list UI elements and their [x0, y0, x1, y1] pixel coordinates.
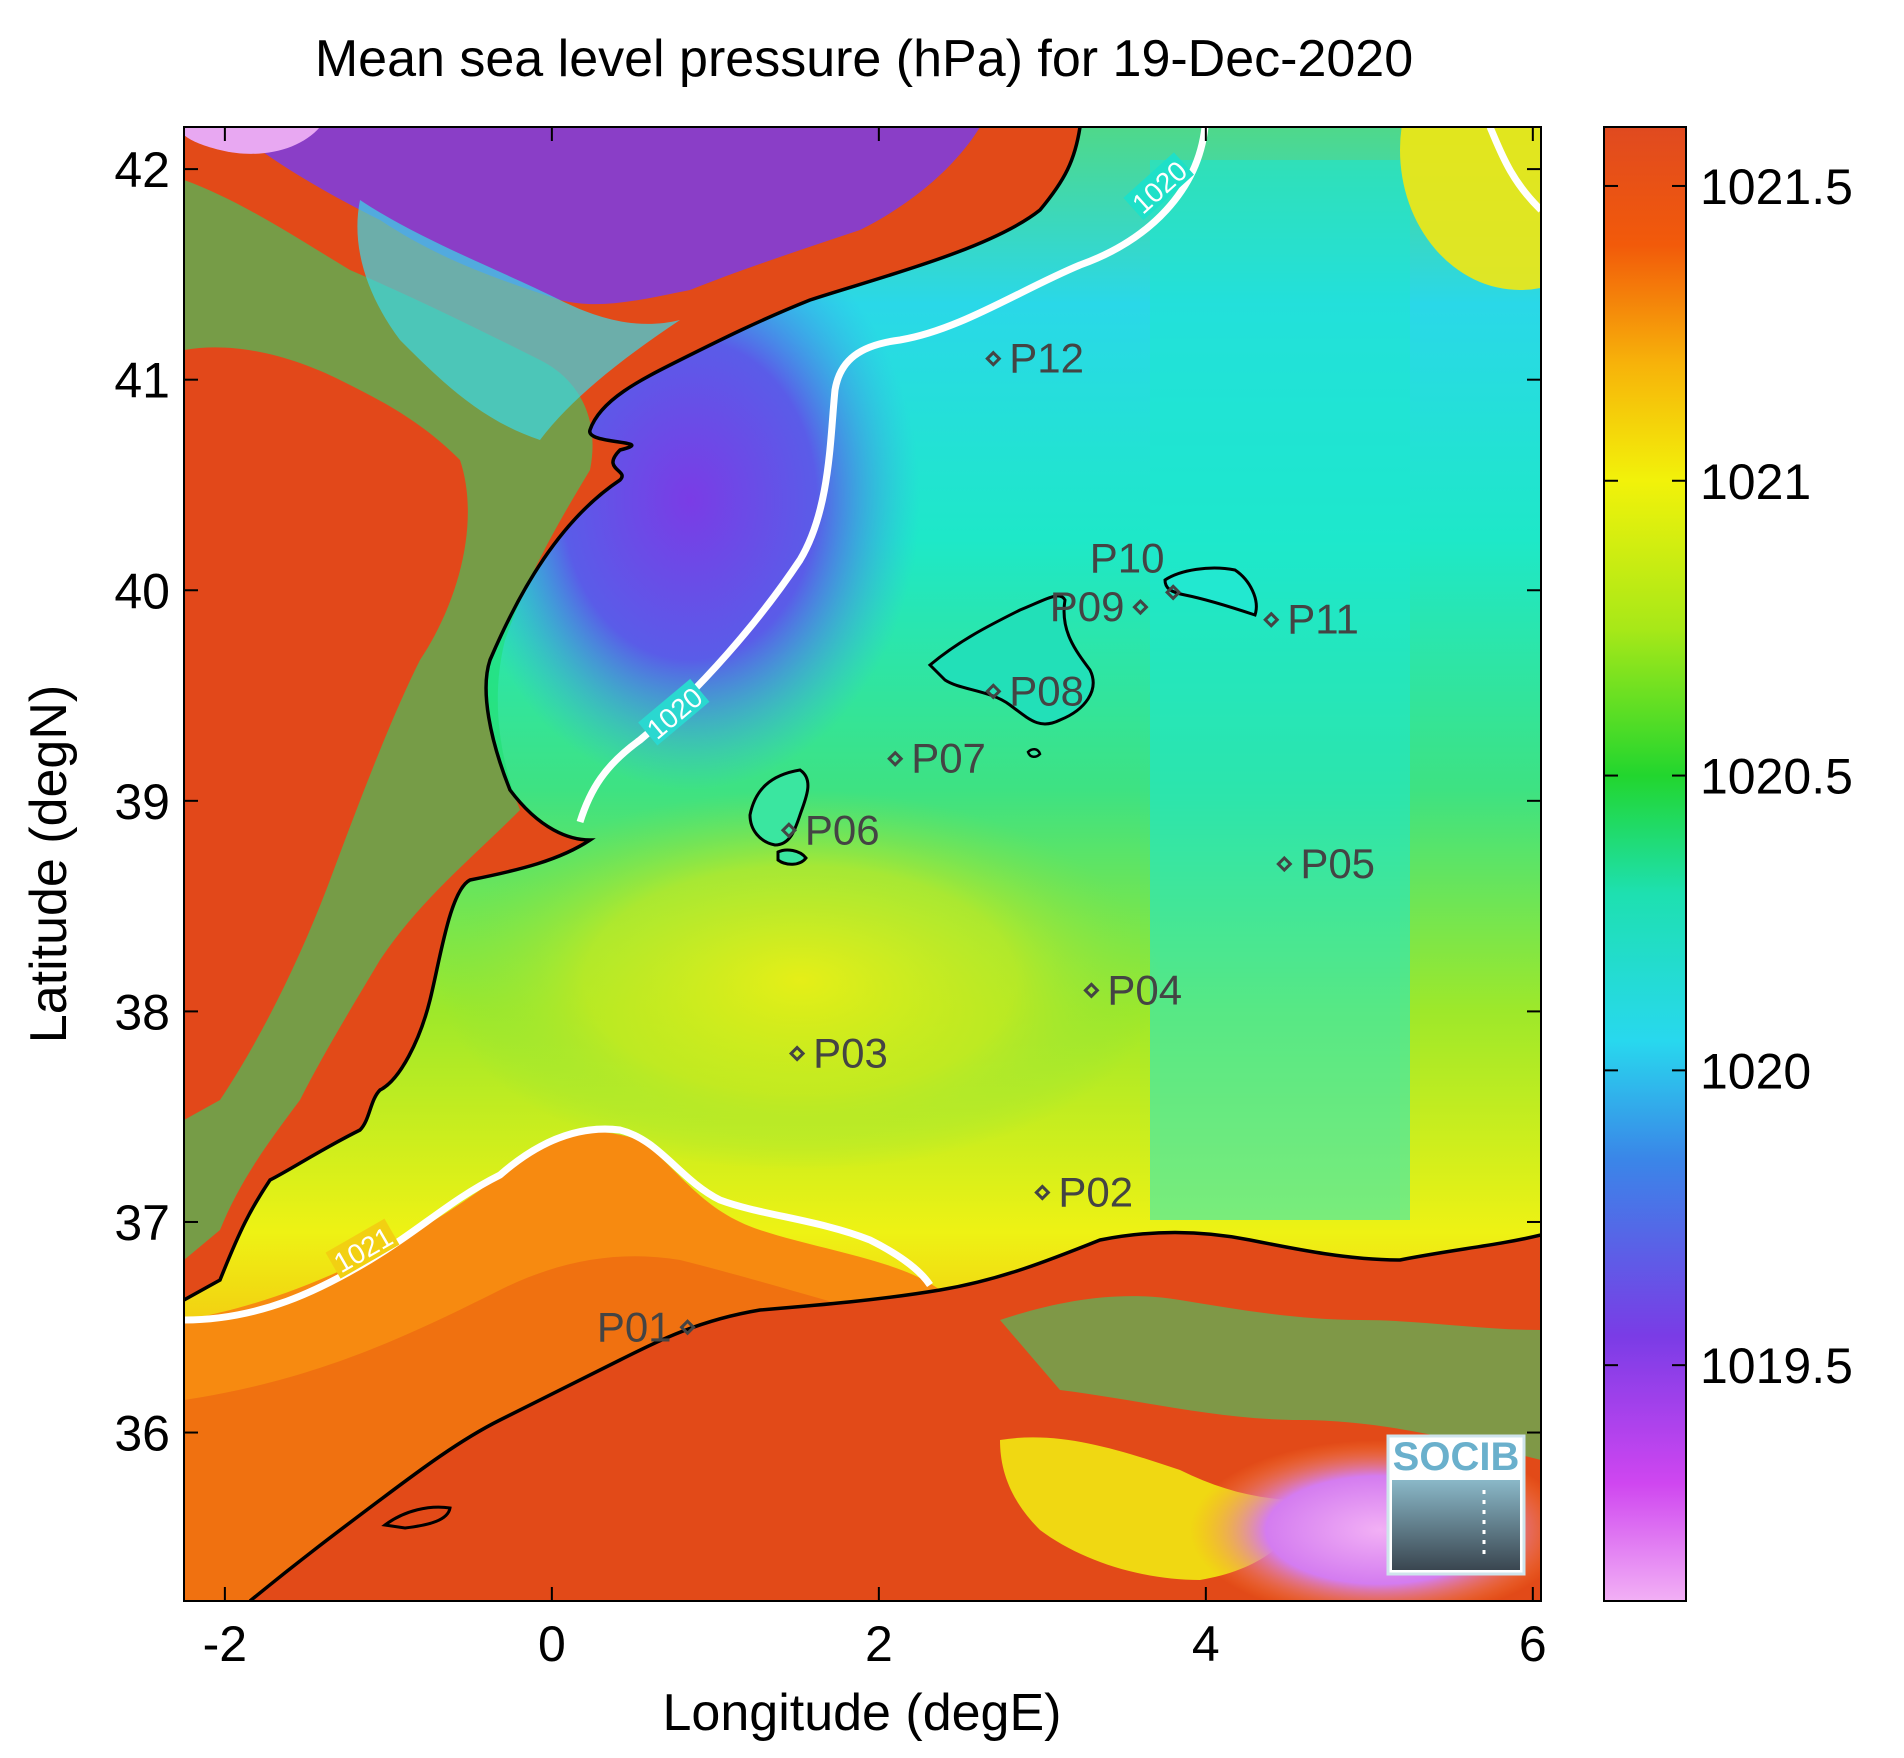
- y-tick-label: 37: [114, 1195, 170, 1251]
- station-label: P05: [1300, 840, 1375, 887]
- station-p04: P04: [1083, 966, 1182, 1013]
- station-p02: P02: [1034, 1168, 1133, 1215]
- colorbar-gradient: [1603, 126, 1687, 1602]
- africa-coastline: [248, 1230, 1541, 1601]
- station-label: P10: [1090, 534, 1165, 581]
- station-p08: P08: [985, 667, 1084, 714]
- station-p12: P12: [985, 335, 1084, 382]
- ibiza-island: [748, 768, 810, 847]
- africa-east-green: [1000, 1296, 1541, 1460]
- iberia-interior-red: [184, 347, 468, 1120]
- socib-logo-text: SOCIB: [1393, 1435, 1520, 1479]
- station-label: P07: [911, 735, 986, 782]
- iberia-northern-cyan: [357, 200, 680, 440]
- chart-title: Mean sea level pressure (hPa) for 19-Dec…: [315, 30, 1413, 88]
- contour-1020-line-ne: [1486, 127, 1541, 213]
- y-axis-label: Latitude (degN): [20, 685, 78, 1043]
- x-axis: -2 0 2 4 6: [203, 127, 1547, 1672]
- station-p05: P05: [1276, 840, 1375, 887]
- iberia-northern-purple: [230, 127, 980, 305]
- station-p01: P01: [597, 1303, 696, 1350]
- colorbar-tick-label: 1020.5: [1700, 749, 1853, 805]
- cabrera-island: [1026, 748, 1042, 758]
- station-marker-icon: [1276, 855, 1293, 873]
- menorca-island: [1163, 566, 1258, 617]
- y-tick-label: 40: [114, 563, 170, 619]
- y-tick-label: 42: [114, 142, 170, 198]
- y-tick-label: 41: [114, 353, 170, 409]
- station-p07: P07: [887, 735, 986, 782]
- station-marker-icon: [780, 822, 798, 839]
- station-label: P04: [1107, 966, 1182, 1013]
- alboran-island: [381, 1505, 452, 1530]
- station-marker-icon: [1083, 982, 1100, 999]
- y-tick-label: 36: [114, 1406, 170, 1462]
- station-marker-icon: [887, 750, 904, 767]
- station-label: P11: [1287, 596, 1359, 643]
- iberia-nw-pink: [184, 127, 320, 154]
- station-marker-icon: [1034, 1184, 1051, 1201]
- x-axis-label: Longitude (degE): [663, 1684, 1062, 1742]
- station-p09: P09: [1050, 583, 1149, 630]
- x-tick-label: 0: [538, 1616, 566, 1672]
- plot-frame: [183, 126, 1542, 1602]
- station-label: P08: [1009, 667, 1084, 714]
- mallorca-island: [927, 594, 1095, 726]
- sea-warm-area: [440, 790, 1160, 1170]
- station-p03: P03: [788, 1030, 888, 1077]
- y-tick-label: 39: [114, 774, 170, 830]
- colorbar-tick-label: 1021.5: [1700, 159, 1853, 215]
- socib-logo: SOCIB: [1386, 1434, 1526, 1576]
- colorbar-tick-label: 1021: [1700, 454, 1811, 510]
- station-label: P06: [805, 806, 880, 853]
- station-marker-icon: [985, 350, 1002, 367]
- iberia-coastline: [184, 127, 1082, 1302]
- station-label: P03: [813, 1030, 888, 1077]
- station-label: P02: [1058, 1168, 1133, 1215]
- x-tick-label: 4: [1192, 1616, 1220, 1672]
- station-label: P12: [1009, 335, 1084, 382]
- station-p06: P06: [780, 806, 880, 853]
- colorbar: 1019.5 1020 1020.5 1021 1021.5: [1603, 126, 1853, 1602]
- station-marker-icon: [1263, 611, 1280, 628]
- station-marker-icon: [985, 683, 1002, 700]
- station-marker-icon: [1132, 598, 1149, 616]
- colorbar-ticks: 1019.5 1020 1020.5 1021 1021.5: [1604, 159, 1853, 1394]
- station-p10: P10: [1090, 534, 1182, 601]
- station-marker-icon: [1165, 584, 1182, 601]
- station-marker-icon: [679, 1319, 696, 1336]
- x-tick-label: 2: [865, 1616, 893, 1672]
- station-label: P01: [597, 1303, 672, 1350]
- y-tick-label: 38: [114, 984, 170, 1040]
- colorbar-tick-label: 1019.5: [1700, 1338, 1853, 1394]
- x-tick-label: 6: [1519, 1616, 1547, 1672]
- map-plot-area: 1020 1020 1021 P01P02P03P04P05P06P07P08P…: [184, 127, 1541, 1601]
- station-label: P09: [1050, 583, 1125, 630]
- formentera-island: [776, 848, 808, 866]
- station-marker-icon: [788, 1045, 806, 1062]
- colorbar-tick-label: 1020: [1700, 1043, 1811, 1099]
- sea-cyan-band: [1150, 160, 1410, 1220]
- y-axis: 36 37 38 39 40 41 42: [114, 142, 1541, 1462]
- x-tick-label: -2: [203, 1616, 247, 1672]
- station-p11: P11: [1263, 596, 1359, 643]
